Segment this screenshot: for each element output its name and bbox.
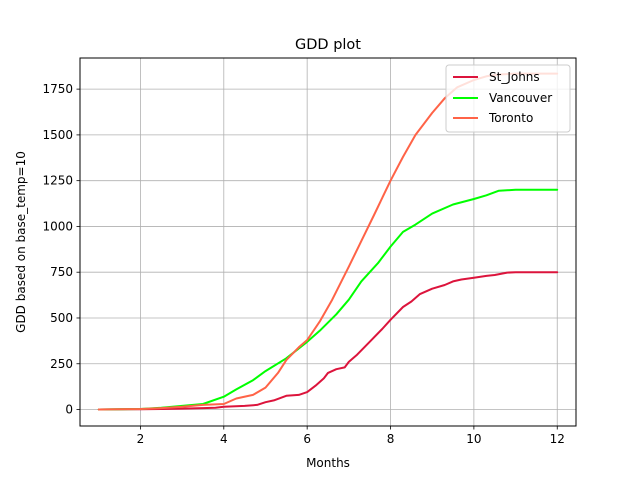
y-tick-label: 1250: [42, 174, 73, 188]
chart-title: GDD plot: [295, 37, 361, 53]
x-tick-label: 4: [220, 432, 228, 446]
plot-frame: [79, 57, 577, 427]
x-tick-label: 2: [137, 432, 145, 446]
legend-label-st-johns: St_Johns: [489, 70, 540, 84]
x-tick-label: 12: [550, 432, 565, 446]
legend: St_Johns Vancouver Toronto: [445, 64, 571, 133]
series-line-vancouver: [97, 188, 559, 411]
legend-box: [445, 64, 571, 133]
x-tick-label: 10: [466, 432, 481, 446]
x-axis-label: Months: [306, 456, 350, 470]
y-tick-label: 1500: [42, 128, 73, 142]
y-tick-label: 0: [65, 403, 73, 417]
y-tick-label: 750: [50, 265, 73, 279]
x-tick-label: 6: [303, 432, 311, 446]
y-tick-label: 250: [50, 357, 73, 371]
series-line-st-johns: [97, 271, 559, 411]
y-axis-label: GDD based on base_temp=10: [14, 151, 28, 333]
legend-label-toronto: Toronto: [488, 111, 533, 125]
x-tick-label: 8: [387, 432, 395, 446]
grid-lines: [80, 58, 576, 426]
y-tick-label: 1750: [42, 82, 73, 96]
legend-label-vancouver: Vancouver: [489, 91, 552, 105]
axis-ticks: 2 4 6 8 10 12 0 250 500 750 1000 1250 1500 1750: [42, 82, 564, 446]
y-tick-label: 500: [50, 311, 73, 325]
y-tick-label: 1000: [42, 219, 73, 233]
